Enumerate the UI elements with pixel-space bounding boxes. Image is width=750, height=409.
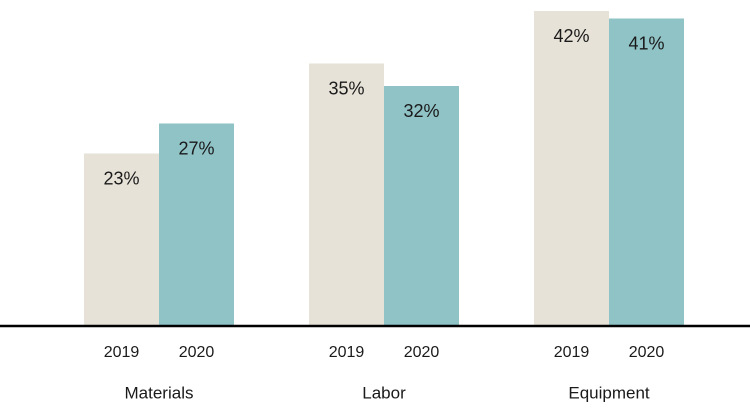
data-label: 27% [178,138,214,158]
series-label: 2020 [404,344,440,361]
data-label: 42% [553,26,589,46]
category-label: Materials [125,383,194,402]
series-label: 2019 [329,344,365,361]
bar [84,153,159,326]
bar [384,86,459,326]
bar [534,11,609,326]
bar [309,63,384,326]
bar [159,123,234,326]
data-label: 32% [403,101,439,121]
series-label: 2019 [554,344,590,361]
data-label: 41% [628,33,664,53]
category-label: Equipment [568,383,650,402]
data-label: 35% [328,78,364,98]
series-label: 2020 [179,344,215,361]
data-label: 23% [103,168,139,188]
series-label: 2019 [104,344,140,361]
bar [609,18,684,326]
series-label: 2020 [629,344,665,361]
category-label: Labor [362,383,406,402]
